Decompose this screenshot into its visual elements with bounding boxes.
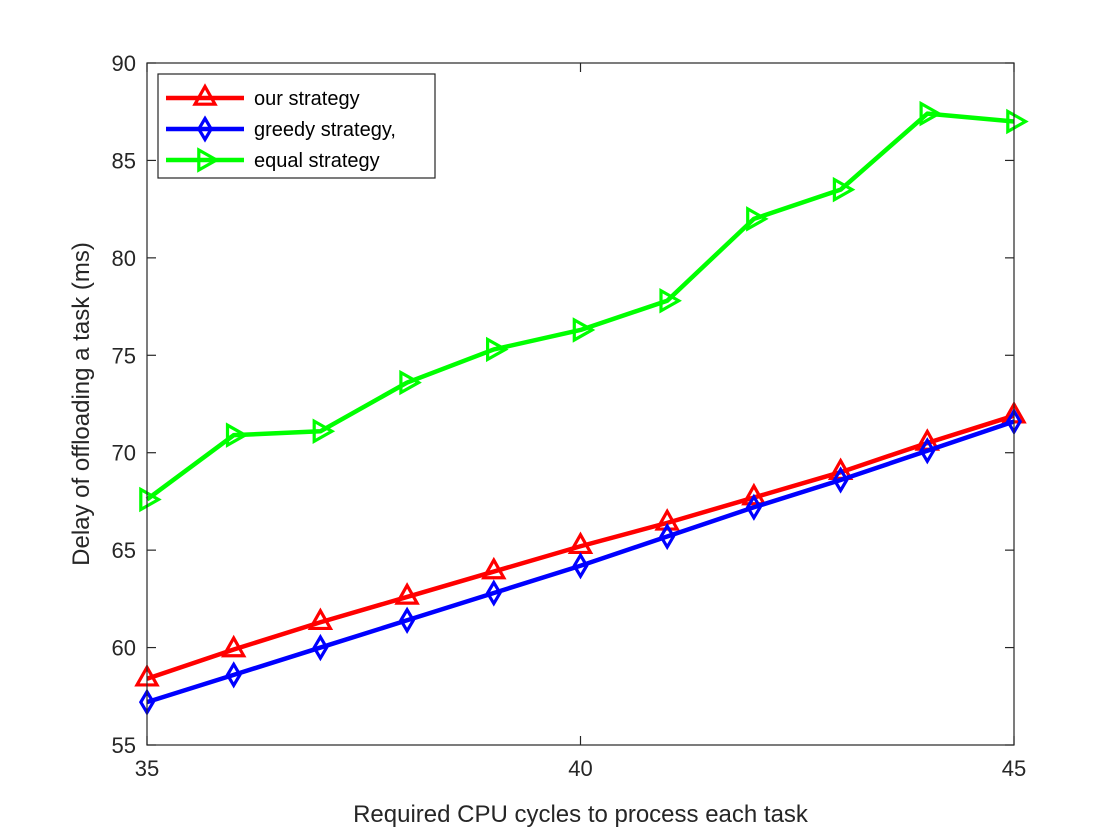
- legend-marker: [192, 83, 218, 106]
- data-point-marker: [307, 607, 334, 631]
- data-point-marker: [832, 176, 856, 203]
- data-point-marker: [1006, 108, 1029, 135]
- data-point-marker: [741, 482, 767, 506]
- y-tick-label: 65: [112, 538, 136, 563]
- y-tick-label: 60: [112, 636, 136, 661]
- y-axis-label: Delay of offloading a task (ms): [68, 242, 95, 566]
- x-tick-label: 45: [1002, 756, 1026, 781]
- series-line: [146, 419, 1015, 705]
- legend-label: equal strategy: [254, 150, 380, 172]
- series-line: [146, 413, 1015, 681]
- plot-frame: [146, 62, 1015, 746]
- data-point-marker: [220, 634, 247, 658]
- series-line: [145, 111, 1015, 502]
- x-tick-label: 40: [568, 756, 592, 781]
- legend-item: greedy strategy,: [166, 115, 396, 143]
- data-point-marker: [832, 466, 849, 494]
- data-point-marker: [485, 579, 502, 607]
- legend-label: greedy strategy,: [254, 119, 396, 141]
- x-axis-label: Required CPU cycles to process each task: [353, 801, 809, 828]
- data-point-marker: [312, 633, 329, 662]
- y-tick-label: 85: [112, 148, 136, 173]
- data-point-marker: [746, 206, 769, 232]
- legend-item: equal strategy: [166, 147, 380, 173]
- data-point-marker: [919, 437, 936, 465]
- data-point-marker: [745, 493, 762, 521]
- data-point-marker: [225, 661, 242, 689]
- legend-label: our strategy: [254, 88, 360, 110]
- data-point-marker: [572, 317, 596, 343]
- x-tick-label: 35: [135, 756, 159, 781]
- data-point-marker: [919, 100, 943, 127]
- y-tick-label: 55: [112, 733, 136, 758]
- data-point-marker: [225, 422, 249, 448]
- data-point-marker: [139, 486, 162, 513]
- data-point-marker: [312, 418, 336, 445]
- data-point-marker: [659, 522, 676, 551]
- data-point-marker: [394, 582, 420, 605]
- data-point-marker: [481, 556, 507, 580]
- legend-marker: [197, 147, 220, 173]
- legend: our strategy greedy strategy, equal strate…: [157, 73, 436, 179]
- series-2: [139, 100, 1029, 513]
- data-point-marker: [486, 336, 509, 363]
- data-point-marker: [399, 369, 422, 396]
- data-point-marker: [399, 606, 416, 634]
- data-point-marker: [659, 287, 682, 314]
- y-tick-label: 70: [112, 441, 136, 466]
- series-1: [138, 407, 1023, 716]
- y-tick-label: 75: [112, 343, 136, 368]
- legend-item: our strategy: [166, 83, 360, 110]
- y-tick-label: 80: [112, 246, 136, 271]
- legend-marker: [196, 115, 214, 143]
- data-point-marker: [572, 552, 589, 580]
- y-tick-label: 90: [112, 51, 136, 76]
